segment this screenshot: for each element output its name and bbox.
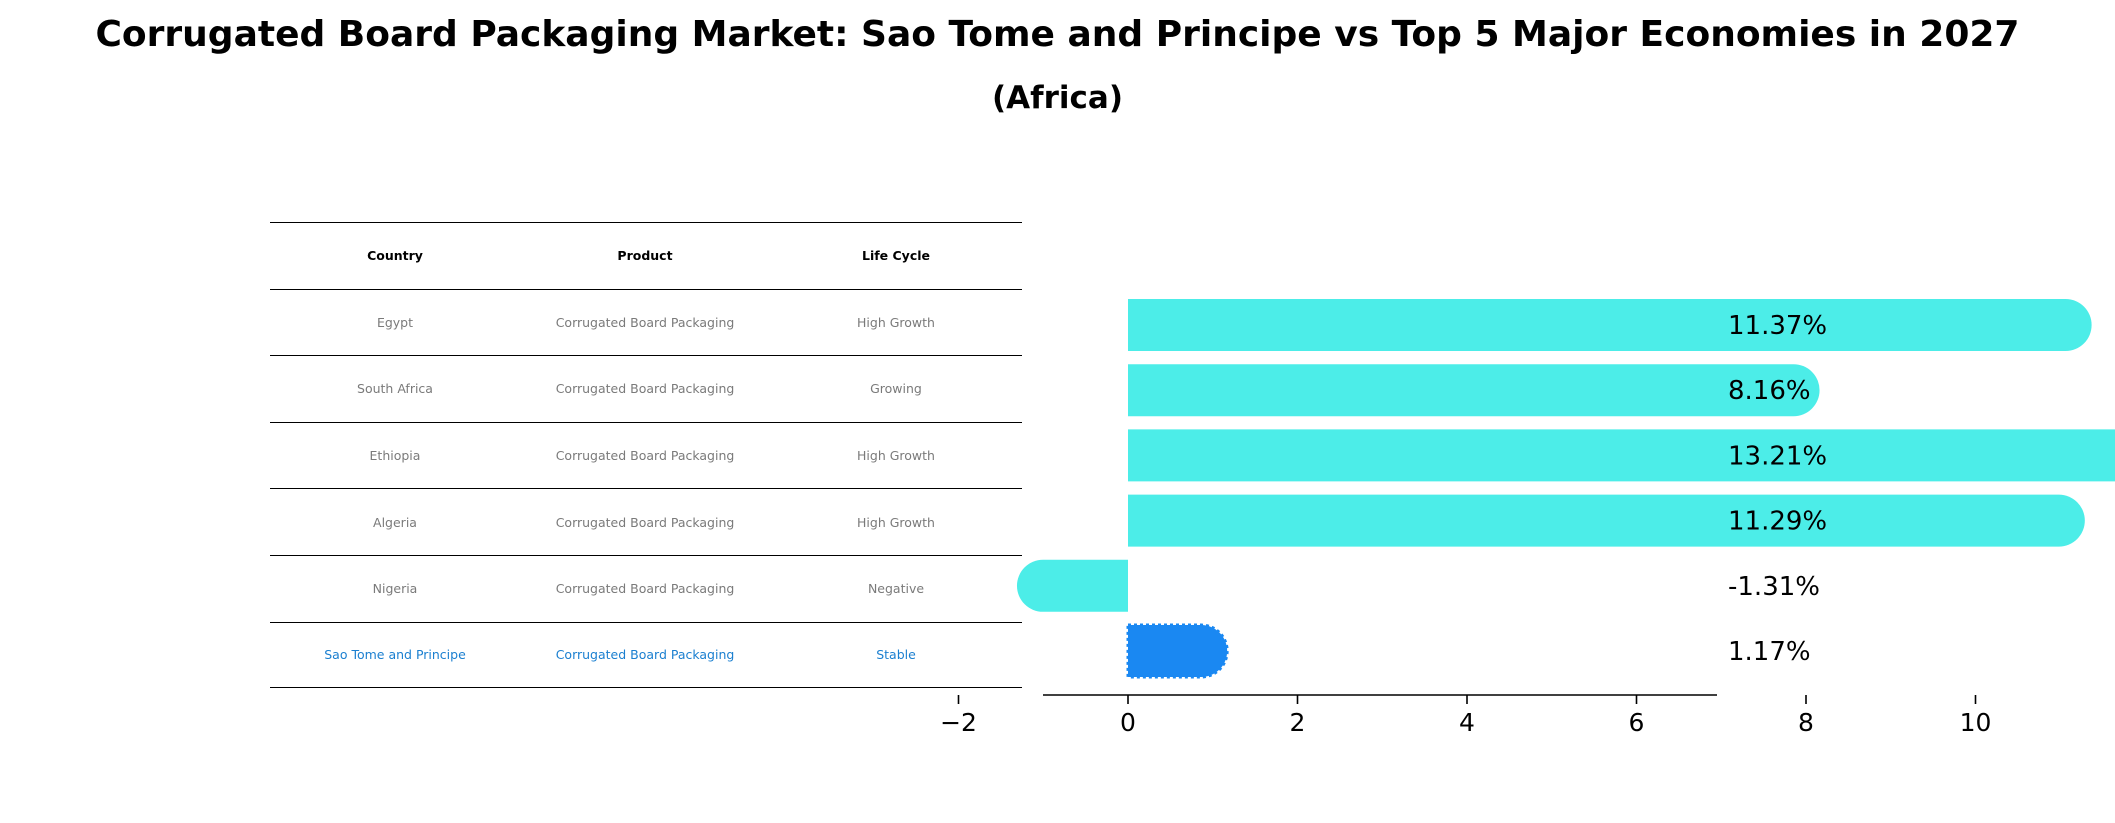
bar-ethiopia bbox=[1128, 429, 2115, 482]
bar-egypt bbox=[1128, 299, 2092, 351]
chart-subtitle: (Africa) bbox=[991, 80, 1124, 116]
table-row: Nigeria Corrugated Board Packaging Negat… bbox=[270, 554, 1022, 622]
cell-product: Corrugated Board Packaging bbox=[555, 647, 735, 663]
cell-product: Corrugated Board Packaging bbox=[555, 514, 735, 530]
bar-nigeria bbox=[1016, 559, 1128, 612]
table-row: South Africa Corrugated Board Packaging … bbox=[270, 355, 1022, 422]
bar-value-label: -1.31% bbox=[1728, 572, 1820, 602]
chart-title: Corrugated Board Packaging Market: Sao T… bbox=[95, 14, 2020, 55]
cell-country: Nigeria bbox=[372, 581, 418, 597]
x-tick-label: 10 bbox=[1960, 708, 1992, 737]
cell-life-cycle: High Growth bbox=[857, 314, 935, 330]
table-row: Algeria Corrugated Board Packaging High … bbox=[270, 488, 1022, 555]
cell-country: South Africa bbox=[357, 381, 433, 397]
table-header-row: Country Product Life Cycle bbox=[270, 222, 1022, 289]
x-tick-label: 0 bbox=[1120, 708, 1136, 737]
bar-value-label: 1.17% bbox=[1728, 637, 1811, 667]
table-row: Egypt Corrugated Board Packaging High Gr… bbox=[270, 288, 1022, 356]
cell-life-cycle: Stable bbox=[876, 647, 916, 663]
cell-product: Corrugated Board Packaging bbox=[555, 381, 735, 397]
cell-life-cycle: Growing bbox=[870, 381, 922, 397]
bar-value-label: 11.29% bbox=[1728, 507, 1827, 537]
cell-life-cycle: Negative bbox=[867, 581, 925, 597]
bar-south-africa bbox=[1128, 364, 1820, 417]
cell-product: Corrugated Board Packaging bbox=[555, 581, 735, 597]
cell-product: Corrugated Board Packaging bbox=[555, 448, 735, 464]
cell-life-cycle: High Growth bbox=[857, 448, 935, 464]
cell-country: Egypt bbox=[376, 314, 414, 330]
header-product: Product bbox=[617, 248, 673, 264]
header-country: Country bbox=[367, 248, 423, 264]
cell-country: Ethiopia bbox=[369, 448, 421, 464]
x-tick-label: 2 bbox=[1290, 708, 1306, 737]
cell-country: Sao Tome and Principe bbox=[324, 647, 466, 663]
x-tick-label: −2 bbox=[940, 708, 977, 737]
bar-sao-tome-and-principe bbox=[1126, 623, 1229, 679]
bar-value-label: 13.21% bbox=[1728, 441, 1827, 471]
table-row: Ethiopia Corrugated Board Packaging High… bbox=[270, 421, 1022, 489]
cell-life-cycle: High Growth bbox=[857, 514, 935, 530]
x-tick-label: 4 bbox=[1459, 708, 1475, 737]
comparison-table: Country Product Life Cycle Egypt Corruga… bbox=[270, 222, 1022, 689]
cell-country: Algeria bbox=[373, 514, 417, 530]
table-row-highlight: Sao Tome and Principe Corrugated Board P… bbox=[270, 621, 1022, 689]
header-life-cycle: Life Cycle bbox=[861, 248, 930, 264]
cell-product: Corrugated Board Packaging bbox=[555, 314, 735, 330]
bar-algeria bbox=[1128, 494, 2085, 547]
x-tick-label: 8 bbox=[1798, 708, 1814, 737]
x-tick-label: 6 bbox=[1629, 708, 1645, 737]
bar-value-label: 8.16% bbox=[1728, 376, 1811, 406]
bar-value-label: 11.37% bbox=[1728, 311, 1827, 341]
